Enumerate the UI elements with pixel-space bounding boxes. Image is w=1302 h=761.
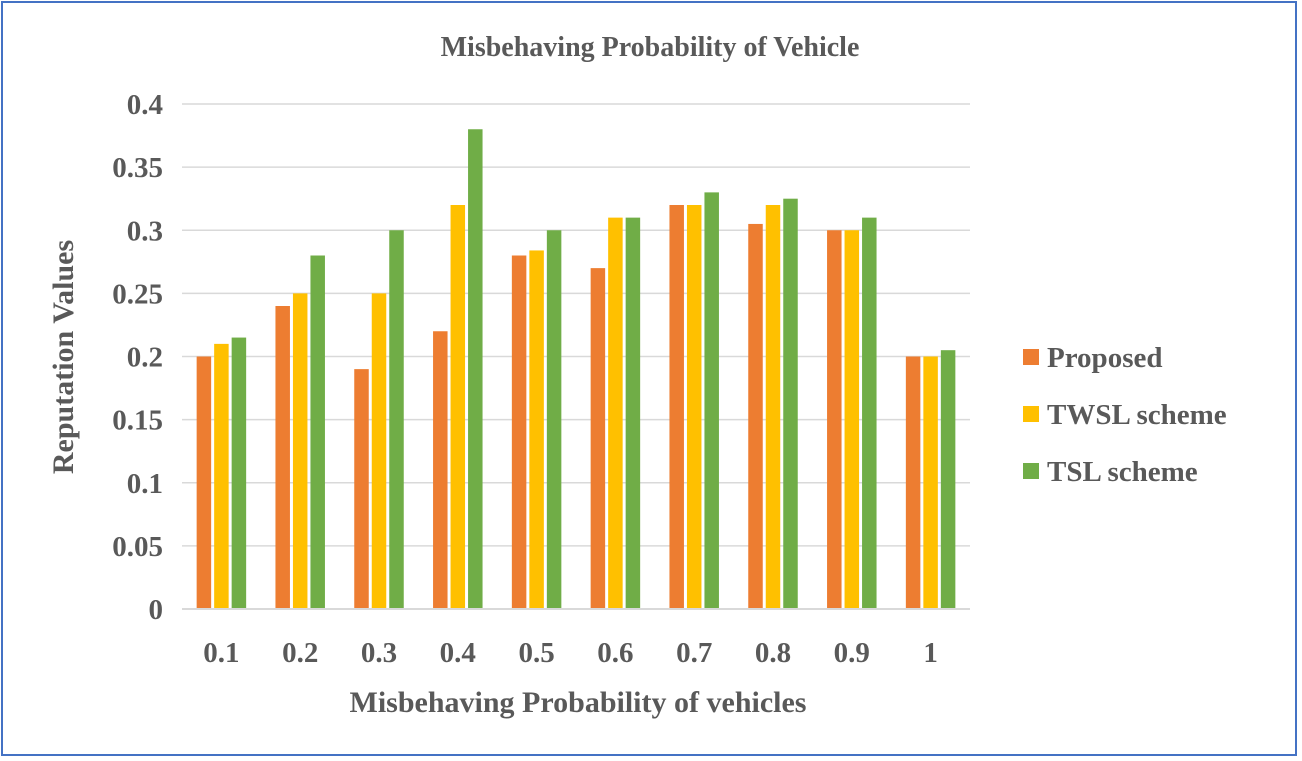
bar-tsl-scheme [231, 337, 247, 609]
legend-label: TWSL scheme [1047, 399, 1227, 431]
legend-swatch [1023, 349, 1039, 365]
bar-twsl-scheme [923, 356, 938, 609]
y-tick-label: 0.2 [127, 342, 163, 374]
x-tick-label: 0.3 [361, 637, 397, 669]
bar-tsl-scheme [310, 255, 325, 609]
bar-proposed [590, 268, 606, 609]
chart-title: Misbehaving Probability of Vehicle [441, 32, 860, 63]
legend-swatch [1023, 463, 1039, 479]
bar-twsl-scheme [292, 293, 308, 609]
x-tick-label: 0.1 [203, 637, 239, 669]
bar-tsl-scheme [940, 350, 956, 609]
x-tick-label: 0.9 [834, 637, 870, 669]
y-tick-label: 0.3 [127, 215, 163, 247]
x-tick-label: 0.2 [282, 637, 318, 669]
x-tick-label: 0.4 [440, 637, 476, 669]
y-axis-ticks: 0 0.05 0.1 0.15 0.2 0.25 0.3 0.35 0.4 [112, 89, 163, 626]
bar-proposed [669, 205, 684, 609]
bar-twsl-scheme [529, 250, 544, 609]
bar-tsl-scheme [546, 230, 562, 609]
bar-twsl-scheme [214, 343, 229, 609]
x-tick-label: 0.5 [518, 637, 554, 669]
x-axis-ticks: 0.1 0.2 0.3 0.4 0.5 0.6 0.7 0.8 0.9 1 [203, 637, 938, 669]
bar-tsl-scheme [704, 192, 719, 609]
x-axis-title: Misbehaving Probability of vehicles [350, 686, 807, 719]
bar-proposed [748, 223, 763, 609]
bar-proposed [196, 356, 212, 609]
x-tick-label: 0.6 [597, 637, 633, 669]
x-tick-label: 1 [923, 637, 938, 669]
legend-label: TSL scheme [1047, 456, 1198, 488]
legend: Proposed TWSL scheme TSL scheme [1023, 342, 1227, 488]
bar-twsl-scheme [686, 205, 702, 609]
x-tick-label: 0.7 [676, 637, 712, 669]
legend-label: Proposed [1047, 342, 1162, 374]
y-tick-label: 0.15 [112, 405, 163, 437]
bar-proposed [905, 356, 921, 609]
bar-tsl-scheme [468, 129, 483, 609]
y-tick-label: 0.05 [112, 531, 163, 563]
bar-twsl-scheme [450, 205, 466, 609]
x-tick-label: 0.8 [755, 637, 791, 669]
y-axis-title: Reputation Values [47, 240, 80, 474]
y-tick-label: 0 [149, 594, 164, 626]
legend-swatch [1023, 406, 1039, 422]
bar-proposed [354, 369, 369, 609]
bar-proposed [433, 331, 448, 609]
bar-twsl-scheme [371, 293, 387, 609]
bars [196, 129, 956, 609]
bar-twsl-scheme [844, 230, 860, 609]
y-tick-label: 0.1 [127, 468, 163, 500]
y-tick-label: 0.35 [112, 152, 163, 184]
bar-twsl-scheme [608, 217, 623, 609]
bar-tsl-scheme [862, 217, 877, 609]
y-tick-label: 0.25 [112, 278, 163, 310]
bar-tsl-scheme [783, 198, 798, 609]
bar-proposed [275, 306, 290, 609]
bar-tsl-scheme [389, 230, 404, 609]
bar-proposed [511, 255, 527, 609]
bar-tsl-scheme [625, 217, 641, 609]
bar-proposed [827, 230, 842, 609]
bar-twsl-scheme [765, 205, 781, 609]
y-tick-label: 0.4 [127, 89, 163, 121]
